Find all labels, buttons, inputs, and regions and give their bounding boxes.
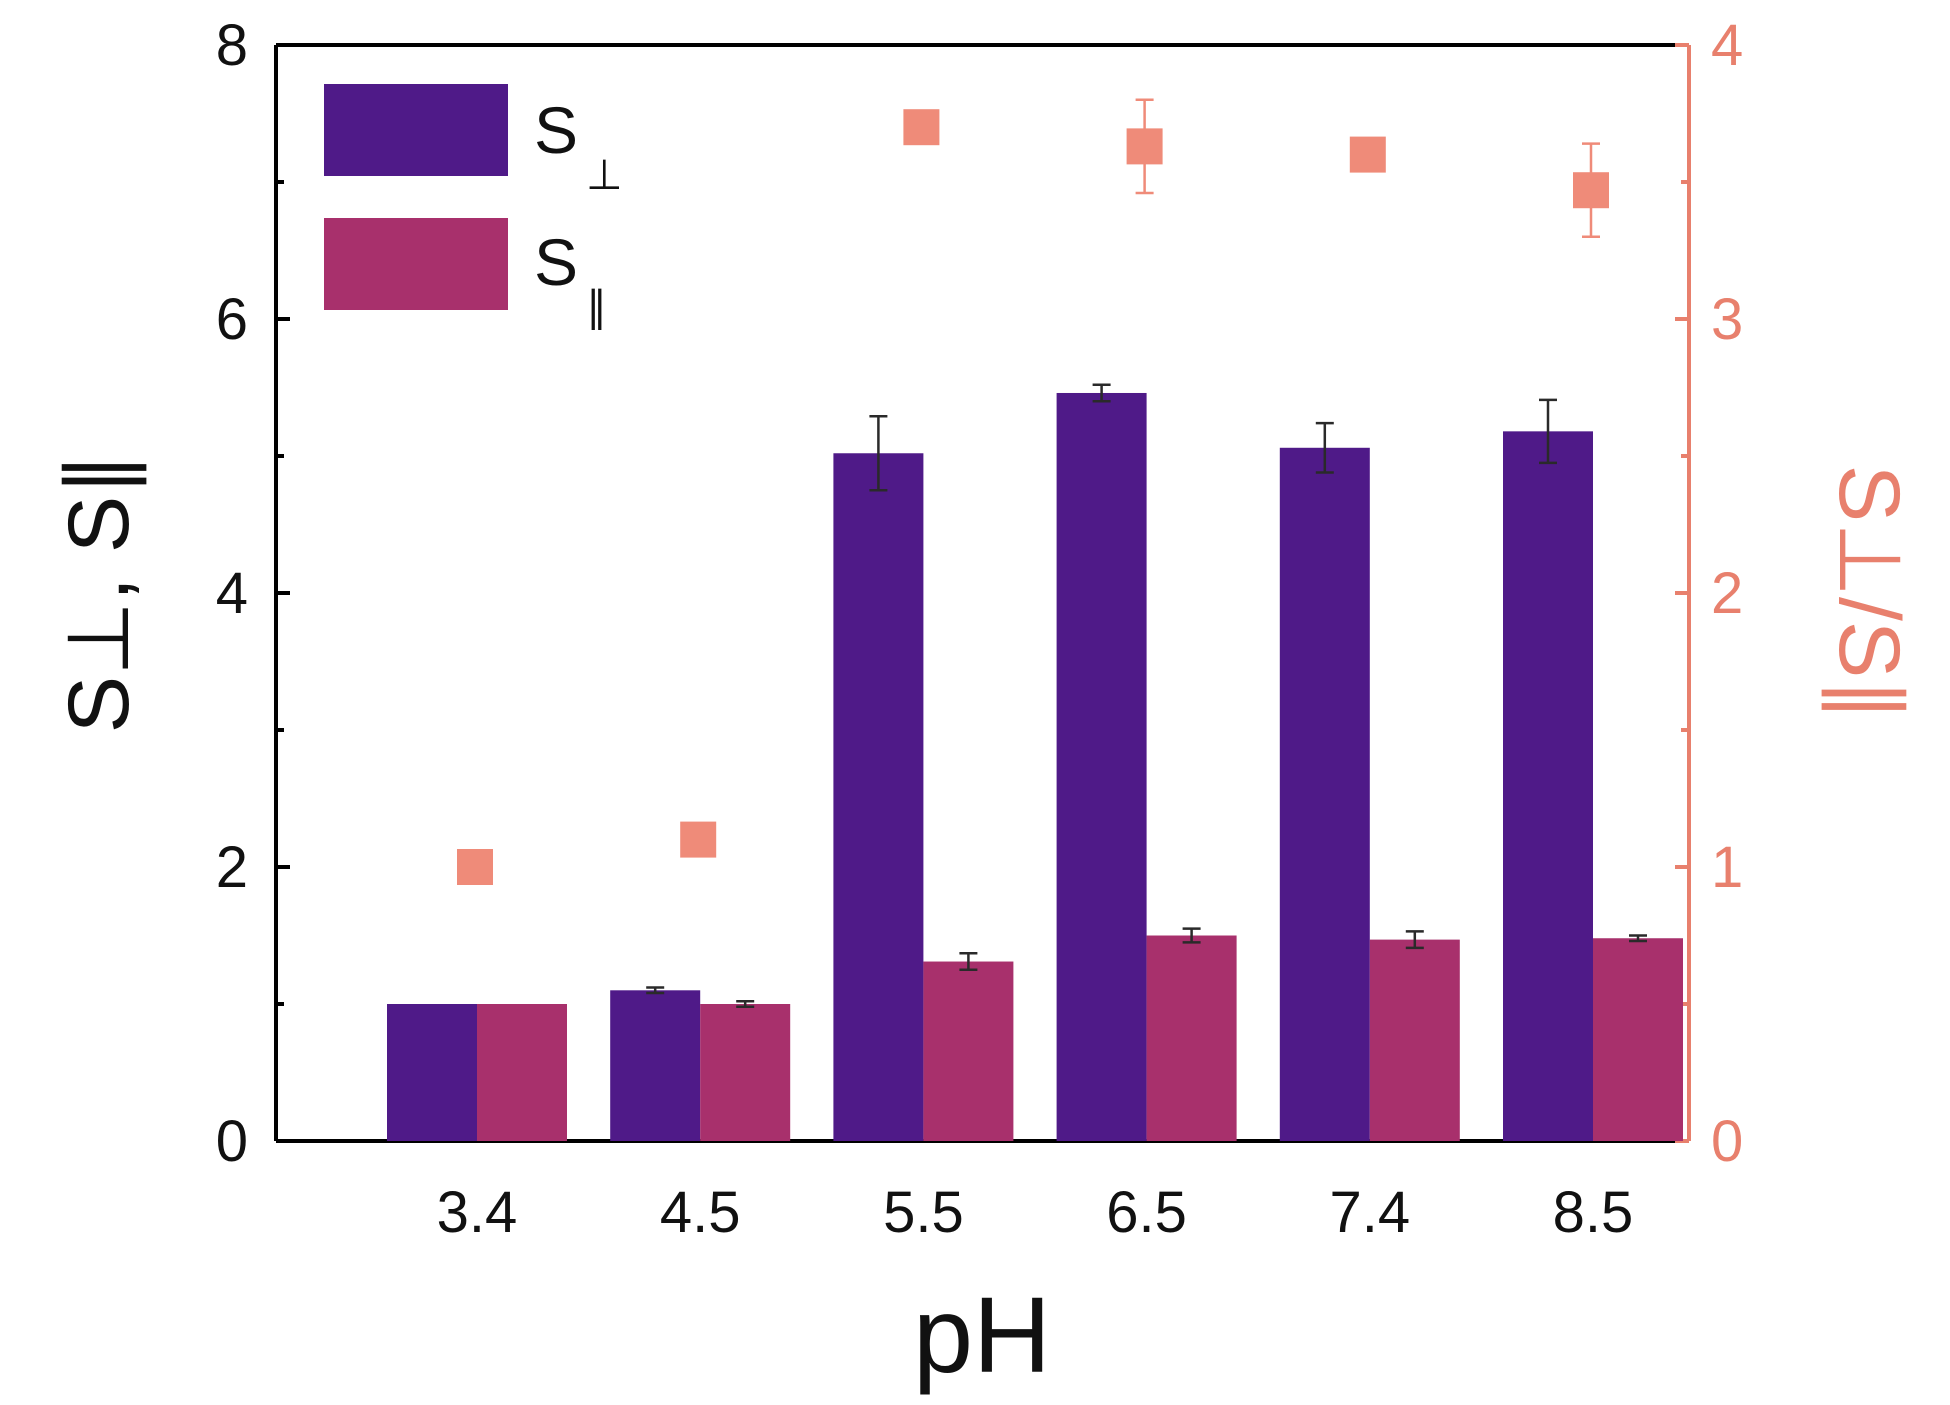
y-tick-label-left-4: 8 — [216, 13, 248, 78]
y-tick-label-left-1: 2 — [216, 835, 248, 900]
y-axis-title-right: S⊥/S∥ — [1821, 465, 1917, 722]
y-tick-label-left-3: 6 — [216, 287, 248, 352]
legend-label-s-par-main: S — [534, 225, 578, 299]
x-tick-label-1: 4.5 — [660, 1180, 741, 1245]
y-tick-label-right-1: 1 — [1711, 835, 1743, 900]
y-tick-label-right-2: 2 — [1711, 561, 1743, 626]
y-tick-label-right-0: 0 — [1711, 1109, 1743, 1174]
legend-swatch-s-par — [324, 218, 508, 310]
x-tick-label-4: 7.4 — [1329, 1180, 1410, 1245]
legend-label-s-par-sub: ∥ — [586, 283, 607, 330]
x-axis-title: pH — [913, 1274, 1051, 1395]
x-tick-label-3: 6.5 — [1106, 1180, 1187, 1245]
bar-s0-4 — [1279, 447, 1370, 1141]
x-tick-label-0: 3.4 — [437, 1180, 518, 1245]
bar-s1-2 — [923, 961, 1014, 1141]
ratio-point-1 — [680, 821, 717, 858]
y-axis-title-left: S⊥, S∥ — [51, 453, 147, 733]
legend-label-s-perp-sub: ⊥ — [586, 151, 623, 198]
y-tick-label-left-2: 4 — [216, 561, 248, 626]
bar-s0-3 — [1056, 392, 1147, 1142]
legend: S⊥ S∥ — [324, 84, 623, 330]
y-tick-label-right-3: 3 — [1711, 287, 1743, 352]
bar-s1-3 — [1146, 935, 1237, 1141]
ratio-point-5 — [1573, 172, 1609, 209]
legend-swatch-s-perp — [324, 84, 508, 176]
bar-s0-0 — [387, 1004, 477, 1141]
legend-label-s-perp-main: S — [534, 93, 578, 167]
bar-s0-2 — [833, 453, 924, 1141]
bar-s0-5 — [1503, 431, 1593, 1142]
x-tick-label-2: 5.5 — [883, 1180, 964, 1245]
ratio-point-3 — [1126, 128, 1163, 165]
ratio-point-0 — [457, 849, 493, 885]
legend-label-s-perp: S⊥ — [534, 93, 623, 198]
y-tick-label-left-0: 0 — [216, 1109, 248, 1174]
bar-s1-1 — [700, 1004, 791, 1141]
bar-s1-4 — [1369, 939, 1460, 1141]
bar-s0-1 — [610, 990, 701, 1141]
bar-s1-5 — [1593, 938, 1683, 1141]
ratio-point-2 — [903, 109, 940, 146]
x-tick-label-5: 8.5 — [1553, 1180, 1634, 1245]
legend-label-s-par: S∥ — [534, 225, 607, 330]
bar-s1-0 — [477, 1004, 567, 1141]
ratio-point-4 — [1349, 136, 1386, 173]
y-tick-label-right-4: 4 — [1711, 13, 1743, 78]
